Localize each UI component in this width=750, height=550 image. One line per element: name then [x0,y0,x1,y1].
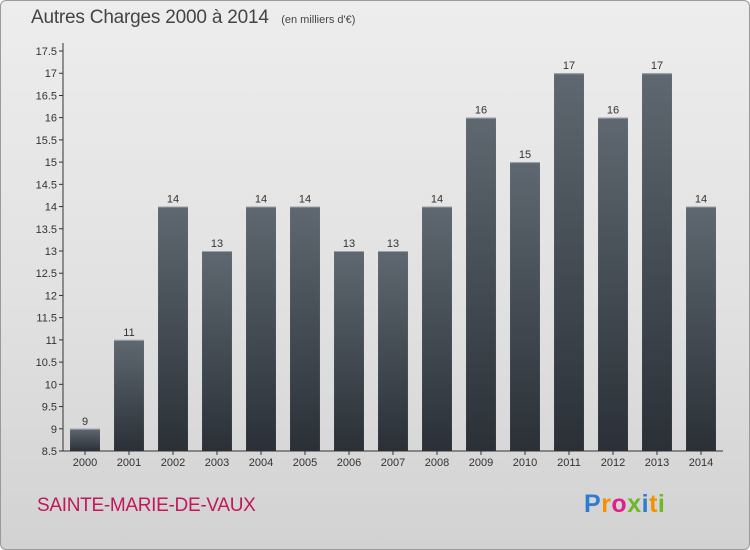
x-tick-label: 2002 [161,457,185,469]
y-tick-label: 8.5 [42,446,57,458]
bar-value-label: 14 [431,194,443,206]
x-tick-label: 2008 [425,457,449,469]
bar-2004 [246,206,276,451]
bar-value-label: 13 [343,238,355,250]
chart-title: Autres Charges 2000 à 2014 [31,7,269,28]
x-tick-label: 2012 [601,457,625,469]
bar-2008 [422,206,452,451]
x-tick-label: 2001 [117,457,141,469]
y-tick-label: 14.5 [36,179,57,191]
bars: 9 11 14 13 14 14 13 13 14 16 15 17 16 17 14 [70,60,716,452]
bar-2001 [114,339,144,451]
x-tick-label: 2007 [381,457,405,469]
y-tick-label: 15.5 [36,135,57,147]
bar-2011 [554,73,584,451]
bar-2002 [158,206,188,451]
logo-letter: o [611,490,628,518]
title-area: Autres Charges 2000 à 2014 (en milliers … [31,7,355,29]
y-tick-label: 12.5 [36,268,57,280]
logo-letter: i [641,490,650,518]
y-tick-label: 11 [46,335,57,347]
y-tick-label: 17.5 [36,46,57,58]
bar-value-label: 9 [82,416,88,428]
bar-value-label: 14 [299,194,311,206]
y-tick-label: 11.5 [36,313,57,325]
bar-value-label: 14 [255,194,267,206]
x-tick-label: 2003 [205,457,229,469]
bar-2014 [686,206,716,451]
logo-letter: t [649,490,658,518]
x-tick-label: 2009 [469,457,493,469]
y-tick-label: 12 [45,290,57,302]
x-tick-label: 2011 [557,457,581,469]
bar-value-label: 16 [607,105,619,117]
y-tick-label: 9.5 [42,402,57,414]
bar-value-label: 16 [475,105,487,117]
x-axis: 2000 2001 2002 2003 2004 2005 2006 2007 2008 2009… [63,450,723,469]
y-tick-label: 10.5 [36,357,57,369]
bar-2012 [598,117,628,452]
bar-2009 [466,117,496,452]
logo-letter: x [627,490,642,518]
y-tick-label: 10 [45,379,57,391]
x-tick-label: 2000 [73,457,97,469]
chart-subtitle: (en milliers d'€) [281,14,356,26]
logo-letter: P [584,490,602,518]
proxiti-logo: Proxiti [584,490,665,519]
logo-letter: r [601,490,612,518]
bar-value-label: 13 [211,238,223,250]
x-tick-label: 2004 [249,457,273,469]
bar-value-label: 15 [519,149,531,161]
y-tick-label: 14 [45,202,57,214]
y-tick-label: 17 [45,68,57,80]
bar-2005 [290,206,320,451]
bar-2013 [642,73,672,451]
y-tick-label: 15 [45,157,57,169]
x-tick-label: 2010 [513,457,537,469]
y-tick-label: 13 [45,246,57,258]
bar-2003 [202,251,232,451]
logo-letter: i [657,490,666,518]
x-tick-label: 2005 [293,457,317,469]
y-tick-label: 9 [51,424,57,436]
bar-value-label: 17 [563,60,575,72]
x-tick-label: 2014 [689,457,713,469]
bar-value-label: 13 [387,238,399,250]
bar-2010 [510,162,540,451]
bar-value-label: 11 [123,327,134,339]
x-tick-label: 2013 [645,457,669,469]
bar-2006 [334,251,364,451]
y-tick-label: 16 [45,113,57,125]
bar-value-label: 14 [167,194,179,206]
y-axis: 8.5 9 9.5 10 10.5 11 11.5 12 12.5 13 13.5 14 14.5 15 1… [36,43,64,458]
bar-value-label: 17 [651,60,663,72]
bar-2000 [70,428,100,451]
bar-value-label: 14 [695,194,707,206]
x-tick-label: 2006 [337,457,361,469]
bar-2007 [378,251,408,451]
y-tick-label: 16.5 [36,90,57,102]
y-tick-label: 13.5 [36,224,57,236]
commune-name: SAINTE-MARIE-DE-VAUX [37,495,256,516]
